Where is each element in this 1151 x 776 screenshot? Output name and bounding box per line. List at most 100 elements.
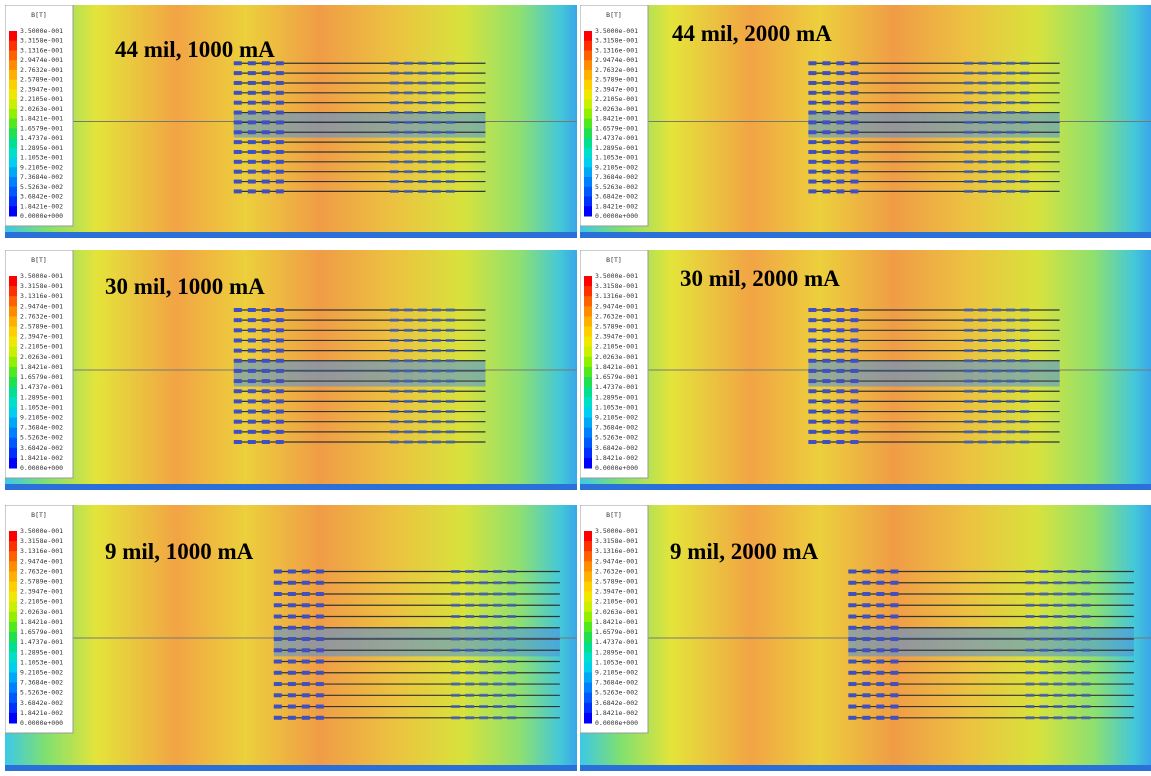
trace-pad: [247, 71, 256, 76]
trace-pad: [964, 359, 974, 363]
legend-label: 9.2105e-002: [595, 163, 638, 171]
legend-swatch: [9, 601, 17, 613]
trace-pad: [1039, 581, 1049, 585]
legend-label: 9.2105e-002: [595, 668, 638, 676]
trace-pad: [273, 603, 282, 608]
trace-pad: [493, 705, 503, 709]
trace-pad: [233, 409, 242, 414]
trace-pad: [273, 580, 282, 585]
legend-label: 2.3947e-001: [595, 588, 638, 596]
trace-pad: [862, 592, 871, 597]
trace-pad: [808, 389, 817, 394]
legend-swatch: [584, 69, 592, 81]
trace-pad: [1025, 615, 1035, 619]
trace-pad: [992, 81, 1002, 85]
panel-title: 30 mil, 2000 mA: [680, 266, 840, 291]
trace-pad: [1006, 170, 1016, 174]
trace-pad: [315, 592, 324, 597]
trace-pad: [287, 592, 296, 597]
legend-swatch: [584, 702, 592, 714]
trace-pad: [403, 160, 413, 164]
trace-pad: [315, 648, 324, 653]
trace-pad: [850, 358, 859, 363]
bottom-band: [5, 765, 577, 771]
legend-swatch: [584, 377, 592, 388]
trace-pad: [445, 140, 455, 144]
legend-swatch: [584, 50, 592, 61]
legend-label: 1.6579e-001: [20, 124, 63, 132]
trace-pad: [1006, 81, 1016, 85]
trace-pad: [465, 592, 475, 596]
trace-pad: [493, 671, 503, 675]
legend-label: 1.2895e-001: [20, 648, 63, 656]
legend-label: 1.4737e-001: [20, 383, 63, 391]
trace-pad: [431, 308, 441, 312]
legend-label: 7.3684e-002: [20, 424, 63, 432]
trace-pad: [493, 648, 503, 652]
trace-pad: [275, 308, 284, 312]
trace-pad: [261, 71, 270, 76]
trace-pad: [465, 693, 475, 697]
legend-label: 3.1316e-001: [595, 547, 638, 555]
legend-label: 2.3947e-001: [20, 588, 63, 596]
legend-title: B[T]: [31, 256, 47, 264]
trace-pad: [451, 671, 461, 675]
trace-pad: [403, 440, 413, 444]
trace-pad: [978, 61, 988, 65]
trace-pad: [890, 637, 899, 642]
trace-pad: [1053, 592, 1063, 596]
trace-pad: [890, 670, 899, 675]
trace-pad: [862, 637, 871, 642]
legend-label: 3.1316e-001: [20, 547, 63, 555]
trace-pad: [822, 110, 831, 115]
legend-label: 2.7632e-001: [595, 312, 638, 320]
trace-pad: [850, 179, 859, 184]
trace-pad: [273, 715, 282, 720]
trace-pad: [876, 670, 885, 675]
legend-label: 2.5789e-001: [20, 323, 63, 331]
trace-pad: [493, 682, 503, 686]
trace-pad: [862, 659, 871, 664]
trace-pad: [403, 91, 413, 95]
trace-pad: [978, 180, 988, 184]
trace-pad: [261, 409, 270, 414]
legend-swatch: [584, 108, 592, 120]
trace-pad: [301, 659, 310, 664]
panel-title: 9 mil, 2000 mA: [670, 539, 819, 564]
trace-pad: [417, 308, 427, 312]
trace-pad: [978, 318, 988, 322]
trace-pad: [992, 420, 1002, 424]
legend-swatch: [584, 346, 592, 358]
trace-pad: [445, 389, 455, 393]
trace-pad: [1081, 603, 1091, 607]
trace-pad: [431, 120, 441, 124]
panel-title: 44 mil, 1000 mA: [115, 37, 275, 62]
trace-pad: [417, 170, 427, 174]
trace-pad: [850, 308, 859, 312]
trace-pad: [431, 101, 441, 105]
legend-label: 3.6842e-002: [20, 699, 63, 707]
legend-swatch: [9, 206, 17, 217]
trace-pad: [301, 704, 310, 709]
trace-pad: [1067, 570, 1077, 573]
legend-swatch: [584, 167, 592, 178]
trace-pad: [261, 429, 270, 434]
trace-pad: [465, 603, 475, 607]
legend-swatch: [584, 60, 592, 71]
legend-swatch: [9, 177, 17, 188]
legend-label: 1.8421e-001: [20, 363, 63, 371]
trace-pad: [850, 159, 859, 164]
trace-pad: [1053, 660, 1063, 664]
trace-pad: [431, 349, 441, 353]
trace-pad: [1025, 570, 1035, 573]
trace-pad: [850, 149, 859, 154]
trace-pad: [808, 110, 817, 115]
trace-pad: [389, 101, 399, 105]
trace-pad: [808, 308, 817, 312]
trace-pad: [1067, 581, 1077, 585]
trace-pad: [275, 399, 284, 404]
trace-pad: [850, 338, 859, 343]
trace-pad: [848, 715, 857, 720]
trace-pad: [836, 100, 845, 105]
